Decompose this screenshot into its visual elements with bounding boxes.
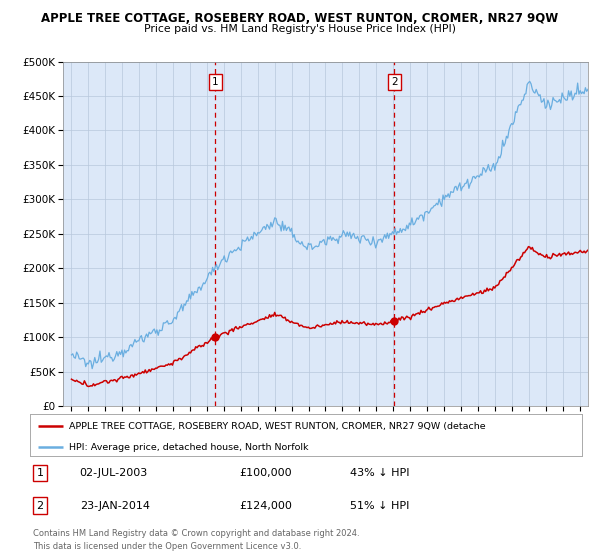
- Text: 1: 1: [212, 77, 219, 87]
- Text: 1: 1: [37, 468, 43, 478]
- Text: Price paid vs. HM Land Registry's House Price Index (HPI): Price paid vs. HM Land Registry's House …: [144, 24, 456, 34]
- Text: This data is licensed under the Open Government Licence v3.0.: This data is licensed under the Open Gov…: [33, 542, 301, 550]
- Text: 2: 2: [37, 501, 43, 511]
- Text: £100,000: £100,000: [240, 468, 292, 478]
- Text: 2: 2: [391, 77, 398, 87]
- Text: APPLE TREE COTTAGE, ROSEBERY ROAD, WEST RUNTON, CROMER, NR27 9QW (detache: APPLE TREE COTTAGE, ROSEBERY ROAD, WEST …: [68, 422, 485, 431]
- Text: 23-JAN-2014: 23-JAN-2014: [80, 501, 149, 511]
- Text: 02-JUL-2003: 02-JUL-2003: [80, 468, 148, 478]
- Text: HPI: Average price, detached house, North Norfolk: HPI: Average price, detached house, Nort…: [68, 442, 308, 452]
- Text: £124,000: £124,000: [240, 501, 293, 511]
- Text: 51% ↓ HPI: 51% ↓ HPI: [350, 501, 410, 511]
- Text: 43% ↓ HPI: 43% ↓ HPI: [350, 468, 410, 478]
- Text: APPLE TREE COTTAGE, ROSEBERY ROAD, WEST RUNTON, CROMER, NR27 9QW: APPLE TREE COTTAGE, ROSEBERY ROAD, WEST …: [41, 12, 559, 25]
- Text: Contains HM Land Registry data © Crown copyright and database right 2024.: Contains HM Land Registry data © Crown c…: [33, 529, 359, 538]
